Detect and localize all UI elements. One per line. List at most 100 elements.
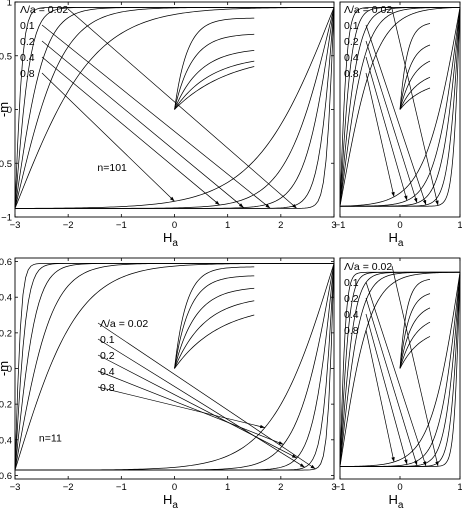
virgin-curve — [399, 44, 431, 110]
y-tick-label: 0.4 — [0, 293, 12, 304]
x-tick-label: 3 — [331, 220, 336, 231]
x-axis-label: Ha — [163, 230, 178, 249]
y-axis-label: -m — [0, 361, 11, 376]
virgin-curve — [174, 300, 255, 369]
y-tick-label: 1 — [7, 0, 12, 9]
arrow-head — [422, 199, 427, 205]
arrow-head — [299, 463, 305, 468]
arrow-head — [310, 464, 316, 469]
arrow-head — [291, 454, 297, 458]
arrow-head — [265, 203, 271, 209]
series-label: 0.8 — [344, 325, 359, 337]
series-label: 0.2 — [20, 36, 35, 48]
virgin-curve — [399, 307, 431, 369]
series-arrow — [365, 297, 418, 466]
x-tick-label: 2 — [278, 220, 283, 231]
series-arrow — [365, 313, 408, 465]
arrow-head — [435, 200, 439, 206]
y-axis-label: -m — [0, 102, 11, 117]
series-label: 0.1 — [100, 334, 115, 346]
x-tick-label: 1 — [225, 482, 230, 493]
arrow-head — [259, 424, 265, 429]
virgin-curve — [399, 87, 431, 110]
series-label: 0.8 — [100, 382, 115, 394]
x-tick-label: 3 — [331, 482, 336, 493]
series-arrow — [391, 265, 439, 467]
series-arrow — [391, 8, 439, 206]
y-tick-label: −0.6 — [0, 471, 12, 482]
x-tick-label: 0 — [172, 220, 177, 231]
arrow-head — [391, 191, 395, 197]
series-arrow — [41, 72, 175, 202]
series-label: 0.8 — [344, 68, 359, 80]
virgin-curve — [174, 287, 255, 369]
y-tick-label: −0.2 — [0, 400, 12, 411]
series-label: Λ/a = 0.02 — [344, 4, 392, 16]
series-label: 0.4 — [100, 366, 115, 378]
panel-bottom-left: −3 −2 −1 0 1 2 3 −0.6 −0.4 −0.2 0 0.2 0.4 0.6 Ha -m Λ/a … — [0, 257, 337, 508]
arrow-head — [292, 203, 297, 209]
y-tick-label: −0.4 — [0, 435, 12, 446]
series-label: 0.4 — [20, 52, 35, 64]
x-tick-label: −1 — [335, 482, 346, 493]
x-tick-label: 0 — [397, 482, 402, 493]
panel-bottom-right: −1 0 1 Ha Λ/a = 0.02 0.1 0.2 0.4 0.8 — [335, 257, 462, 508]
series-arrow — [97, 370, 284, 445]
x-tick-label: 1 — [225, 220, 230, 231]
series-arrow — [41, 56, 220, 206]
x-axis-label: Ha — [389, 230, 404, 249]
series-label: Λ/a = 0.02 — [100, 318, 148, 330]
virgin-curve — [174, 66, 255, 110]
virgin-curve — [399, 336, 431, 369]
y-tick-label: 0.2 — [0, 328, 12, 339]
series-arrow — [97, 338, 305, 468]
series-label: Λ/a = 0.02 — [344, 261, 392, 273]
x-tick-label: −1 — [335, 220, 346, 231]
arrow-head — [214, 200, 220, 206]
x-axis-label: Ha — [163, 492, 178, 508]
virgin-curve — [174, 60, 255, 110]
y-tick-label: 0 — [7, 364, 12, 375]
hysteresis-loop — [14, 6, 335, 209]
virgin-curve — [174, 33, 255, 110]
series-arrow — [365, 24, 427, 205]
arrow-head — [413, 197, 418, 203]
arrow-head — [169, 196, 175, 202]
series-arrow — [41, 24, 271, 209]
series-label: 0.1 — [20, 20, 35, 32]
arrow-head — [404, 195, 408, 201]
virgin-curve — [399, 76, 431, 110]
arrow-head — [278, 441, 284, 445]
n-annotation: n=11 — [39, 433, 62, 445]
series-label: 0.1 — [344, 277, 359, 289]
virgin-curve — [174, 275, 255, 369]
x-tick-label: 2 — [278, 482, 283, 493]
series-arrow — [97, 386, 265, 428]
y-tick-label: 0.6 — [0, 257, 12, 268]
panel-top-right: −1 0 1 Ha Λ/a = 0.02 0.1 0.2 0.4 0.8 — [335, 1, 462, 249]
x-tick-label: 1 — [457, 220, 462, 231]
virgin-curve — [174, 17, 255, 110]
virgin-curve — [399, 321, 431, 369]
series-arrow — [365, 329, 395, 463]
hysteresis-loop — [339, 6, 461, 207]
virgin-curve — [399, 279, 431, 369]
series-arrow — [365, 56, 408, 201]
arrow-head — [404, 459, 408, 465]
arrow-head — [413, 460, 418, 466]
series-label: 0.4 — [344, 52, 359, 64]
x-tick-label: 1 — [457, 482, 462, 493]
series-arrow — [41, 40, 244, 208]
series-arrow — [97, 322, 316, 470]
series-label: 0.4 — [344, 309, 359, 321]
y-tick-label: 0.5 — [0, 51, 12, 62]
y-tick-label: −1 — [1, 213, 12, 224]
virgin-curve — [174, 50, 255, 110]
y-tick-label: 0 — [7, 105, 12, 116]
x-tick-label: −1 — [116, 220, 127, 231]
series-arrow — [67, 8, 298, 209]
series-arrow — [365, 281, 427, 467]
panel-top-left: −3 −2 −1 0 1 2 3 −1 −0.5 0 0.5 1 Ha -m Λ/a = 0.02 0.1 0.… — [0, 0, 337, 249]
series-arrow — [97, 354, 297, 459]
n-annotation: n=101 — [97, 162, 127, 174]
